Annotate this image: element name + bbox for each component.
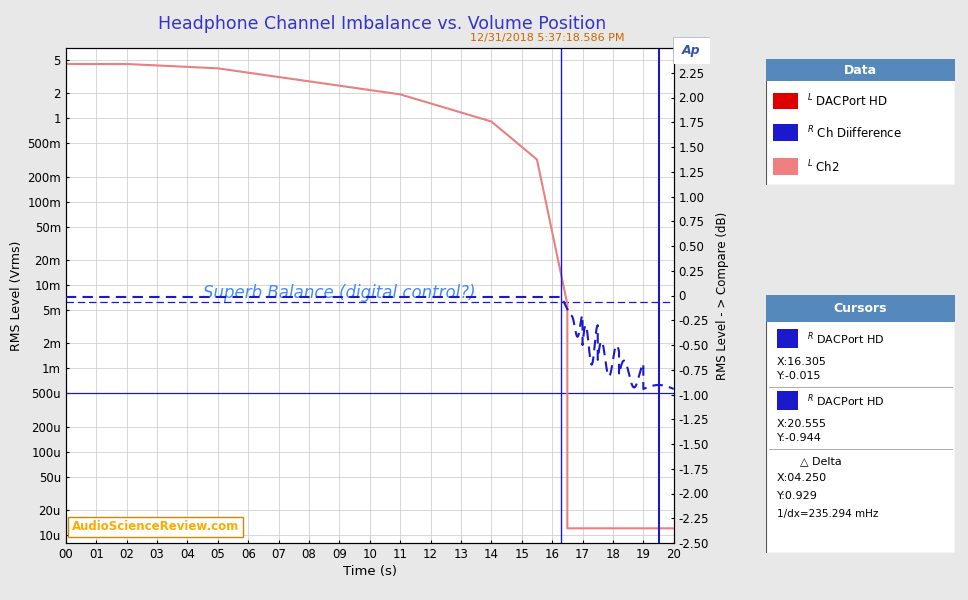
Y-axis label: RMS Level - > Compare (dB): RMS Level - > Compare (dB) <box>716 211 729 380</box>
Text: X:16.305: X:16.305 <box>777 357 827 367</box>
Text: X:04.250: X:04.250 <box>777 473 828 484</box>
Text: Y:0.929: Y:0.929 <box>777 491 818 502</box>
Y-axis label: RMS Level (Vrms): RMS Level (Vrms) <box>10 241 23 350</box>
Bar <box>773 93 798 109</box>
Bar <box>777 329 798 348</box>
Bar <box>766 295 955 322</box>
Bar <box>766 59 955 82</box>
Text: $^R$ Ch Diifference: $^R$ Ch Diifference <box>807 124 902 141</box>
Text: X:20.555: X:20.555 <box>777 419 827 428</box>
Text: Headphone Channel Imbalance vs. Volume Position: Headphone Channel Imbalance vs. Volume P… <box>158 15 607 33</box>
Text: 12/31/2018 5:37:18.586 PM: 12/31/2018 5:37:18.586 PM <box>469 33 624 43</box>
Text: Data: Data <box>844 64 877 77</box>
Text: △ Delta: △ Delta <box>800 457 841 467</box>
X-axis label: Time (s): Time (s) <box>343 565 397 578</box>
Text: Superb Balance (digital control?): Superb Balance (digital control?) <box>202 284 475 302</box>
Bar <box>777 391 798 410</box>
Text: Y:-0.015: Y:-0.015 <box>777 371 822 382</box>
Text: Ap: Ap <box>681 44 701 57</box>
Text: Cursors: Cursors <box>833 302 888 315</box>
Bar <box>773 158 798 175</box>
Text: $^L$ DACPort HD: $^L$ DACPort HD <box>807 93 889 109</box>
Text: AudioScienceReview.com: AudioScienceReview.com <box>72 520 239 533</box>
Text: Y:-0.944: Y:-0.944 <box>777 433 822 443</box>
Text: $^R$ DACPort HD: $^R$ DACPort HD <box>807 330 885 347</box>
Bar <box>773 124 798 141</box>
Text: $^R$ DACPort HD: $^R$ DACPort HD <box>807 392 885 409</box>
Text: 1/dx=235.294 mHz: 1/dx=235.294 mHz <box>777 509 878 520</box>
Text: $^L$ Ch2: $^L$ Ch2 <box>807 158 840 175</box>
